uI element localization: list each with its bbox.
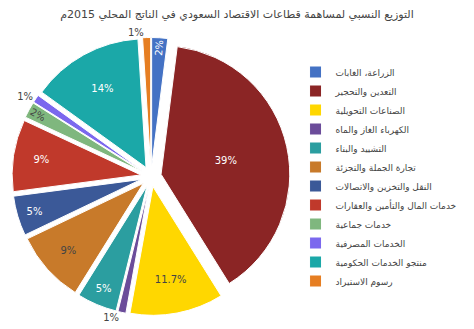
svg-text:التشييد والبناء: التشييد والبناء bbox=[336, 144, 387, 154]
svg-text:5%: 5% bbox=[27, 206, 43, 217]
svg-text:9%: 9% bbox=[33, 154, 49, 165]
svg-text:خدمات جماعية: خدمات جماعية bbox=[336, 220, 392, 230]
svg-text:رسوم الاستيراد: رسوم الاستيراد bbox=[336, 277, 393, 287]
svg-text:الصناعات التحويلية: الصناعات التحويلية bbox=[336, 106, 405, 116]
svg-text:الخدمات المصرفية: الخدمات المصرفية bbox=[336, 239, 406, 249]
svg-text:9%: 9% bbox=[60, 245, 76, 256]
svg-text:2%: 2% bbox=[153, 40, 165, 57]
svg-text:التعدين والتحجير: التعدين والتحجير bbox=[335, 87, 397, 97]
svg-text:1%: 1% bbox=[128, 27, 144, 38]
svg-text:1%: 1% bbox=[17, 91, 33, 102]
svg-text:التوزيع النسبي لمساهمة قطاعات: التوزيع النسبي لمساهمة قطاعات الاقتصاد ا… bbox=[60, 8, 414, 21]
svg-text:النقل والتخزين والاتصالات: النقل والتخزين والاتصالات bbox=[336, 182, 432, 192]
svg-text:11.7%: 11.7% bbox=[155, 274, 187, 285]
svg-text:2%: 2% bbox=[28, 106, 48, 124]
svg-text:الكهرباء الغاز والماه: الكهرباء الغاز والماه bbox=[336, 125, 409, 135]
svg-text:1%: 1% bbox=[103, 312, 119, 323]
svg-text:5%: 5% bbox=[96, 283, 112, 294]
svg-text:تجارة الجملة والتجزئة: تجارة الجملة والتجزئة bbox=[336, 163, 417, 173]
svg-text:14%: 14% bbox=[91, 83, 113, 94]
svg-text:الزراعة، الغابات: الزراعة، الغابات bbox=[336, 68, 395, 78]
svg-text:خدمات المال والتأمين والعقارات: خدمات المال والتأمين والعقارات bbox=[336, 199, 457, 211]
svg-text:منتجو الخدمات الحكومية: منتجو الخدمات الحكومية bbox=[336, 258, 427, 268]
svg-text:39%: 39% bbox=[215, 155, 237, 166]
